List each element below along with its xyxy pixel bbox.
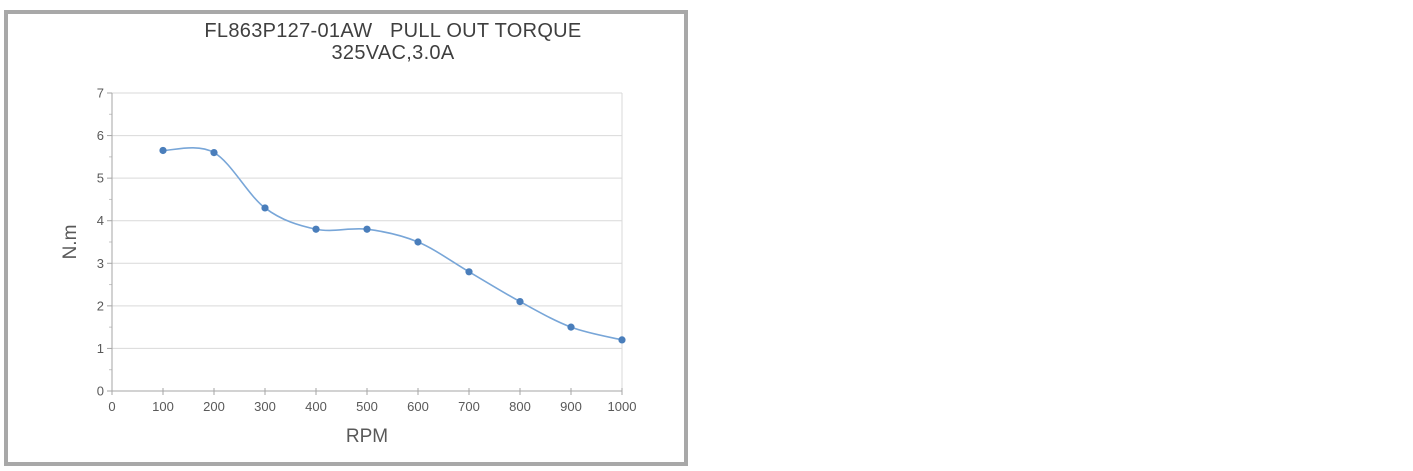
torque-line-chart: 0 1 2 3 4 5 6 7 0 100 200 300 400 500 600 700 800 900 1000… (60, 86, 636, 448)
x-tick-label: 400 (305, 399, 327, 414)
y-tick-label: 4 (97, 213, 104, 228)
x-tick-label: 900 (560, 399, 582, 414)
chart-title: FL863P127-01AW PULL OUT TORQUE (204, 20, 582, 42)
y-tick-label: 3 (97, 256, 104, 271)
x-tick-label: 0 (108, 399, 115, 414)
x-tick-label: 100 (152, 399, 174, 414)
x-tick-label: 1000 (608, 399, 637, 414)
x-tick-label: 600 (407, 399, 429, 414)
y-tick-label: 6 (97, 128, 104, 143)
y-tick-label: 5 (97, 171, 104, 186)
y-axis-title: N.m (60, 225, 81, 260)
x-tick-label: 700 (458, 399, 480, 414)
chart-subtitle: 325VAC,3.0A (331, 42, 455, 64)
chart-frame: FL863P127-01AW PULL OUT TORQUE 325VAC,3.… (4, 10, 688, 466)
x-tick-label: 200 (203, 399, 225, 414)
y-tick-label: 2 (97, 298, 104, 313)
x-axis-title: RPM (346, 426, 388, 447)
x-tick-label: 800 (509, 399, 531, 414)
data-point-marker (261, 204, 269, 212)
y-tick-label: 1 (97, 341, 104, 356)
data-point-marker (465, 268, 473, 276)
data-point-marker (159, 146, 167, 155)
series-pull-out-torque (162, 147, 623, 341)
data-point-marker (210, 149, 218, 157)
x-tick-labels: 0 100 200 300 400 500 600 700 800 900 1000 (108, 399, 636, 414)
series-line (162, 147, 623, 341)
axes (111, 93, 622, 392)
y-tick-labels: 0 1 2 3 4 5 6 7 (97, 86, 104, 399)
data-point-marker (363, 225, 371, 233)
x-tick-label: 500 (356, 399, 378, 414)
x-tick-label: 300 (254, 399, 276, 414)
data-point-marker (618, 336, 626, 344)
data-point-marker (567, 323, 575, 331)
major-ticks (107, 92, 623, 395)
data-point-markers (159, 146, 626, 344)
chart-title-block: FL863P127-01AW PULL OUT TORQUE 325VAC,3.… (142, 20, 644, 64)
data-point-marker (516, 298, 524, 306)
data-point-marker (414, 238, 422, 246)
y-tick-label: 0 (97, 384, 104, 399)
data-point-marker (312, 225, 320, 233)
y-tick-label: 7 (97, 86, 104, 101)
y-gridlines (112, 92, 623, 391)
